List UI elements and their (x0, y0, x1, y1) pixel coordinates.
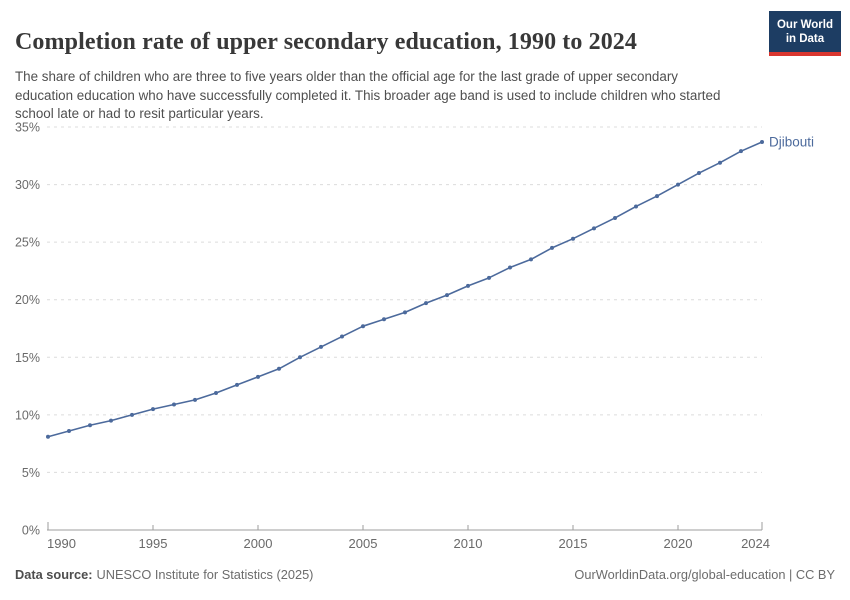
data-point (634, 204, 638, 209)
data-point (466, 283, 470, 288)
data-point (718, 160, 722, 165)
data-point (676, 182, 680, 187)
data-point (130, 412, 134, 417)
data-point (445, 293, 449, 298)
x-tick-label: 2010 (454, 536, 483, 551)
data-point (340, 334, 344, 339)
data-point (697, 171, 701, 176)
data-point (550, 245, 554, 250)
y-tick-label: 5% (22, 466, 40, 480)
data-point (613, 215, 617, 220)
data-point (529, 257, 533, 262)
x-tick-label: 2020 (664, 536, 693, 551)
data-source-value: UNESCO Institute for Statistics (2025) (96, 567, 314, 582)
data-point (151, 407, 155, 412)
chart-subtitle: The share of children who are three to f… (15, 69, 721, 122)
data-point (760, 139, 764, 144)
data-point (403, 310, 407, 315)
x-tick-label: 1990 (47, 536, 76, 551)
data-point (592, 226, 596, 231)
y-tick-label: 15% (15, 351, 40, 365)
data-point (109, 418, 113, 423)
data-point (571, 236, 575, 241)
data-point (424, 301, 428, 306)
x-tick-label: 2005 (349, 536, 378, 551)
y-tick-label: 20% (15, 293, 40, 307)
data-source-label: Data source: (15, 567, 93, 582)
logo-line-2: in Data (785, 33, 825, 46)
y-tick-label: 10% (15, 408, 40, 422)
x-tick-label: 2000 (244, 536, 273, 551)
data-point (172, 402, 176, 407)
data-point (382, 317, 386, 322)
y-tick-label: 25% (15, 236, 40, 250)
series-label: Djibouti (769, 134, 814, 149)
x-tick-label: 2024 (741, 536, 770, 551)
data-point (298, 355, 302, 360)
data-point (277, 366, 281, 371)
logo-line-1: Our World (776, 19, 833, 31)
owid-logo: Our World in Data (768, 11, 841, 56)
data-point (67, 428, 71, 433)
data-point (193, 397, 197, 402)
data-point (46, 434, 50, 439)
data-point (214, 390, 218, 395)
credit-link[interactable]: OurWorldinData.org/global-education | CC… (574, 567, 835, 582)
data-point (319, 344, 323, 349)
y-tick-label: 30% (15, 178, 40, 192)
y-tick-label: 35% (15, 121, 40, 135)
data-point (508, 265, 512, 270)
data-point (361, 324, 365, 329)
y-tick-label: 0% (22, 524, 40, 538)
data-point (739, 149, 743, 154)
page-title: Completion rate of upper secondary educa… (15, 29, 637, 56)
data-point (88, 423, 92, 428)
chart-canvas: 0% 5% 10% 15% 20% 25% 30% 35% 1990 1995 2000 2005 20… (15, 121, 814, 552)
series-line (47, 141, 763, 438)
data-point (655, 194, 659, 199)
footer: Data source: UNESCO Institute for Statist… (15, 567, 835, 582)
x-tick-label: 2015 (559, 536, 588, 551)
data-point (487, 275, 491, 280)
data-point (256, 374, 260, 379)
data-source: Data source: UNESCO Institute for Statist… (15, 567, 313, 582)
data-point (235, 382, 239, 387)
x-tick-label: 1995 (139, 536, 168, 551)
